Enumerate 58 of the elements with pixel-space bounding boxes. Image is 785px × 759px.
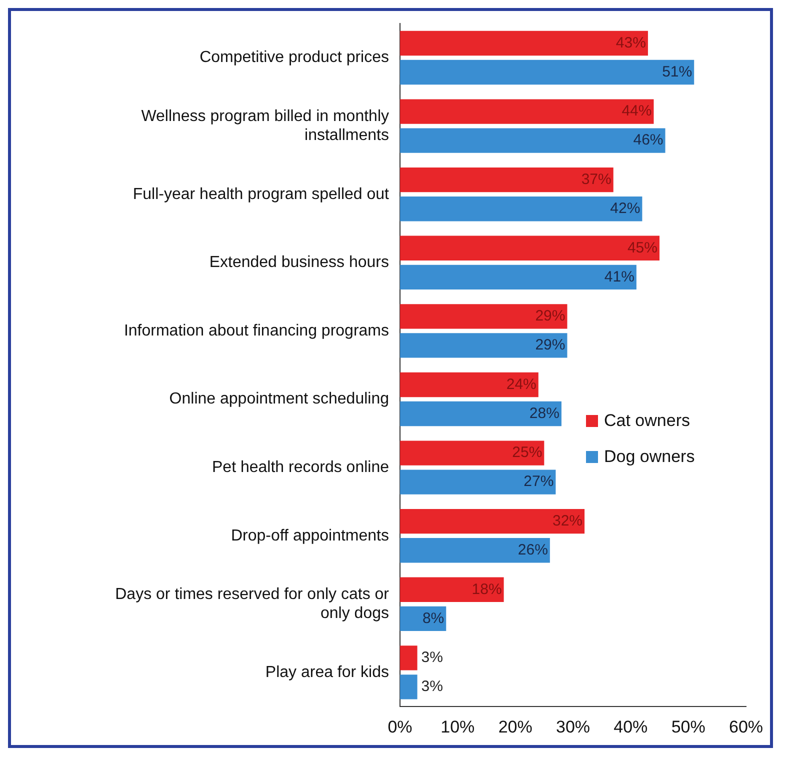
bar	[400, 128, 666, 153]
x-tick-label: 10%	[440, 717, 475, 736]
x-tick-label: 50%	[671, 717, 706, 736]
data-label: 8%	[422, 610, 444, 627]
data-label: 24%	[506, 376, 536, 393]
x-tick-label: 40%	[614, 717, 648, 736]
data-label: 43%	[616, 34, 646, 52]
y-tick-label: Competitive product prices	[200, 49, 389, 66]
x-tick-label: 20%	[498, 717, 532, 736]
data-label: 28%	[529, 404, 560, 422]
data-label: 51%	[662, 63, 692, 80]
bar	[400, 538, 550, 563]
x-tick-label: 60%	[728, 717, 764, 736]
y-tick-label: Extended business hours	[209, 254, 389, 272]
legend-label: Dog owners	[604, 447, 695, 467]
y-tick-label: Full-year health program spelled out	[132, 186, 390, 203]
y-tick-label: Wellness program billed in monthly installments	[141, 108, 389, 144]
x-tick-label: 30%	[556, 717, 590, 736]
y-tick-label: Drop-off appointments	[230, 527, 389, 544]
data-label: 32%	[552, 512, 583, 530]
bar	[400, 30, 648, 56]
data-label: 27%	[524, 473, 554, 490]
data-label: 44%	[622, 102, 652, 120]
bar	[400, 236, 660, 260]
bar	[400, 168, 614, 192]
legend-label: Cat owners	[604, 411, 690, 431]
data-label: 29%	[535, 336, 566, 354]
data-label: 25%	[512, 444, 542, 462]
bar	[400, 646, 418, 670]
data-label: 45%	[627, 239, 658, 256]
bar	[400, 577, 504, 602]
data-label: 26%	[518, 542, 548, 559]
y-tick-label: Play area for kids	[265, 664, 389, 681]
bar	[400, 333, 568, 358]
data-label: 37%	[581, 170, 612, 188]
x-tick-label: 0%	[388, 717, 412, 736]
bar	[400, 401, 562, 426]
bar	[400, 372, 538, 398]
y-tick-label: Online appointment scheduling	[169, 390, 389, 408]
bar	[400, 304, 568, 329]
bar	[400, 99, 654, 124]
data-label: 42%	[610, 200, 640, 218]
data-label: 3%	[421, 678, 443, 696]
y-tick-label: Information about financing programs	[124, 322, 389, 340]
data-label: 41%	[604, 268, 634, 286]
y-tick-label: Pet health records online	[212, 458, 390, 476]
bar	[400, 470, 556, 494]
bar	[400, 196, 642, 222]
data-label: 29%	[535, 308, 566, 325]
bar	[400, 674, 418, 700]
data-label: 18%	[472, 580, 502, 598]
bar	[400, 440, 544, 466]
data-label: 3%	[421, 649, 443, 666]
y-tick-label: Days or times reserved for only cats or only dogs	[115, 586, 390, 622]
bar	[400, 509, 585, 534]
bar	[400, 60, 694, 85]
bar	[400, 264, 636, 290]
data-label: 46%	[633, 132, 664, 149]
